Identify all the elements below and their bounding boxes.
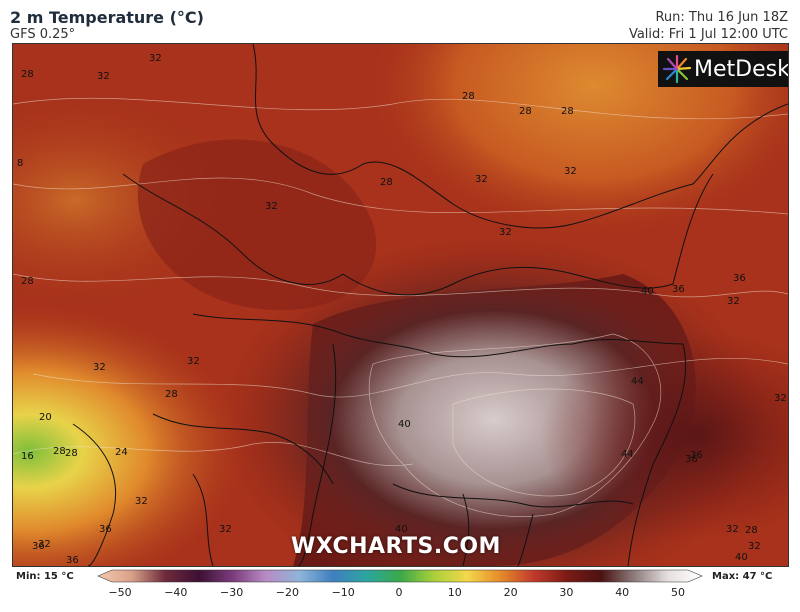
contour-label: 32 [149, 53, 162, 64]
contour-label: 32 [97, 71, 110, 82]
wxcharts-watermark: WXCHARTS.COM [291, 534, 501, 559]
colorbar-gradient [97, 569, 703, 583]
contour-label: 32 [187, 356, 200, 367]
contour-label: 28 [165, 389, 178, 400]
contour-label: 28 [21, 276, 34, 287]
contour-label: 28 [53, 446, 66, 457]
contour-label: 36 [733, 273, 746, 284]
contour-label: 36 [690, 450, 703, 461]
colorbar-tick-label: −20 [275, 586, 299, 599]
colorbar: Min: 15 °C Max: 47 °C −50 −40 −30 −20 −10 0 10… [0, 566, 800, 612]
contour-label: 20 [39, 412, 52, 423]
contour-label: 32 [774, 393, 787, 404]
contour-label: 36 [66, 555, 79, 566]
contour-label: 40 [395, 524, 408, 535]
contour-label: 28 [745, 525, 758, 536]
contour-label: 44 [631, 376, 644, 387]
contour-label: 28 [380, 177, 393, 188]
colorbar-tick-label: −50 [108, 586, 132, 599]
contour-label: 28 [462, 91, 475, 102]
chart-header: 2 m Temperature (°C) GFS 0.25° Run: Thu … [0, 0, 800, 44]
contour-label: 36 [99, 524, 112, 535]
valid-time: Valid: Fri 1 Jul 12:00 UTC [628, 27, 788, 42]
contour-label: 40 [398, 419, 411, 430]
contour-label: 32 [499, 227, 512, 238]
contour-label: 44 [621, 449, 634, 460]
contour-label: 28 [519, 106, 532, 117]
chart-title: 2 m Temperature (°C) [10, 8, 204, 27]
contour-label: 28 [21, 69, 34, 80]
contour-label: 32 [564, 166, 577, 177]
country-borders [72, 44, 788, 566]
contour-label: 8 [17, 158, 23, 169]
contour-label: 32 [727, 296, 740, 307]
contour-label: 24 [115, 447, 128, 458]
colorbar-tick-label: 50 [671, 586, 685, 599]
contour-label: 16 [21, 451, 34, 462]
contour-label: 32 [219, 524, 232, 535]
model-name: GFS 0.25° [10, 27, 76, 42]
colorbar-tick-label: −30 [219, 586, 244, 599]
contour-label: 36 [685, 454, 698, 465]
metdesk-burst-icon [662, 54, 692, 84]
max-temperature-label: Max: 47 °C [712, 571, 773, 582]
colorbar-tick-label: 40 [615, 586, 630, 599]
contour-label: 36 [32, 541, 45, 552]
temperature-map: 28 32 32 28 28 32 28 32 32 32 28 32 32 28 36 32 40 36 44 32… [12, 43, 789, 567]
colorbar-tick-label: 0 [395, 586, 403, 599]
colorbar-tick-label: 20 [503, 586, 518, 599]
colorbar-tick-label: −40 [164, 586, 188, 599]
metdesk-logo: MetDesk [658, 51, 788, 87]
contour-label: 32 [726, 524, 739, 535]
colorbar-tick-label: 10 [447, 586, 462, 599]
contour-label: 32 [475, 174, 488, 185]
run-time: Run: Thu 16 Jun 18Z [655, 10, 788, 25]
cool-zone-west [13, 44, 788, 566]
contour-label: 32 [93, 362, 106, 373]
logo-text: MetDesk [694, 56, 789, 82]
colorbar-tick-label: −10 [331, 586, 355, 599]
contour-label: 40 [641, 286, 654, 297]
contour-label: 32 [265, 201, 278, 212]
contour-label: 36 [672, 284, 685, 295]
contour-label: 40 [735, 552, 748, 563]
colorbar-ticks: −50 −40 −30 −20 −10 0 10 20 30 40 50 [0, 586, 800, 604]
contour-label: 28 [561, 106, 574, 117]
min-temperature-label: Min: 15 °C [16, 571, 74, 582]
contour-label: 32 [38, 539, 51, 550]
contour-label: 32 [135, 496, 148, 507]
colorbar-tick-label: 30 [559, 586, 574, 599]
contour-label: 32 [748, 541, 761, 552]
contour-label: 28 [65, 448, 78, 459]
